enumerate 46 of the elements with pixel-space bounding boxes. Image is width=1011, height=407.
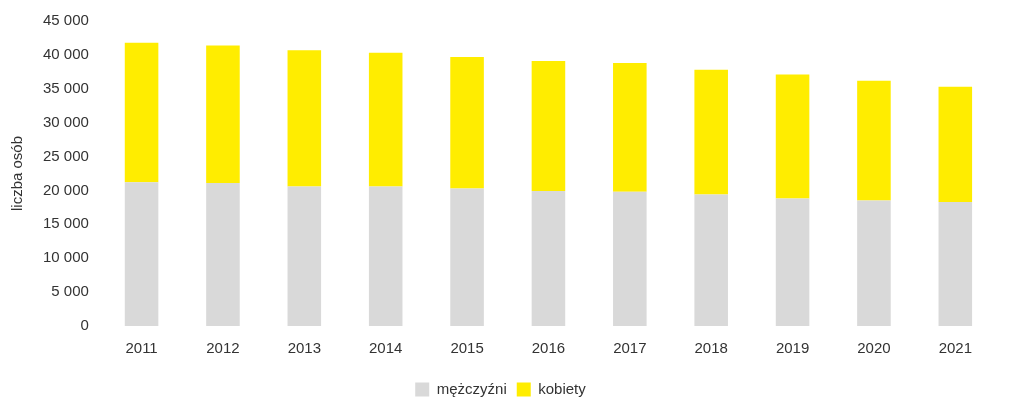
legend-label: kobiety xyxy=(538,379,587,397)
x-tick-label: 2017 xyxy=(613,339,647,357)
bar xyxy=(450,56,484,189)
x-tick-label: 2016 xyxy=(531,339,566,357)
bar xyxy=(531,60,566,192)
bar xyxy=(857,200,891,326)
bar xyxy=(124,42,159,183)
bar xyxy=(450,188,484,326)
y-tick-label: 5 000 xyxy=(51,282,89,300)
x-tick-label: 2015 xyxy=(450,339,484,357)
bar xyxy=(694,194,728,326)
y-tick-label: 20 000 xyxy=(42,180,89,198)
legend-label: mężczyźni xyxy=(436,379,507,397)
y-tick-label: 25 000 xyxy=(42,146,89,164)
x-tick-label: 2014 xyxy=(369,339,403,357)
bar xyxy=(694,69,728,195)
bar xyxy=(775,74,810,199)
y-tick-label: 0 xyxy=(80,316,89,334)
bar xyxy=(613,191,647,326)
x-tick-label: 2011 xyxy=(125,339,158,357)
bar xyxy=(775,198,810,326)
bar xyxy=(938,201,973,326)
bar xyxy=(368,186,403,326)
bar xyxy=(206,45,240,183)
bar xyxy=(287,186,322,326)
bar xyxy=(368,52,403,187)
x-tick-label: 2021 xyxy=(938,339,972,357)
bar xyxy=(124,182,159,326)
bar xyxy=(857,80,891,201)
x-tick-label: 2020 xyxy=(857,339,891,357)
x-tick-label: 2018 xyxy=(694,339,728,357)
bar xyxy=(531,191,566,326)
y-tick-label: 15 000 xyxy=(42,214,89,232)
bar xyxy=(613,63,647,192)
bar xyxy=(206,182,240,326)
x-tick-label: 2013 xyxy=(287,339,321,357)
y-tick-label: 10 000 xyxy=(42,248,89,266)
y-tick-label: 40 000 xyxy=(42,45,89,63)
y-axis-title: liczba osób xyxy=(8,135,26,212)
y-tick-label: 45 000 xyxy=(42,11,89,29)
x-tick-label: 2019 xyxy=(775,339,810,357)
bar xyxy=(938,86,973,202)
bar xyxy=(287,50,322,187)
y-tick-label: 30 000 xyxy=(42,112,89,130)
x-tick-label: 2012 xyxy=(206,339,240,357)
y-tick-label: 35 000 xyxy=(42,78,89,96)
